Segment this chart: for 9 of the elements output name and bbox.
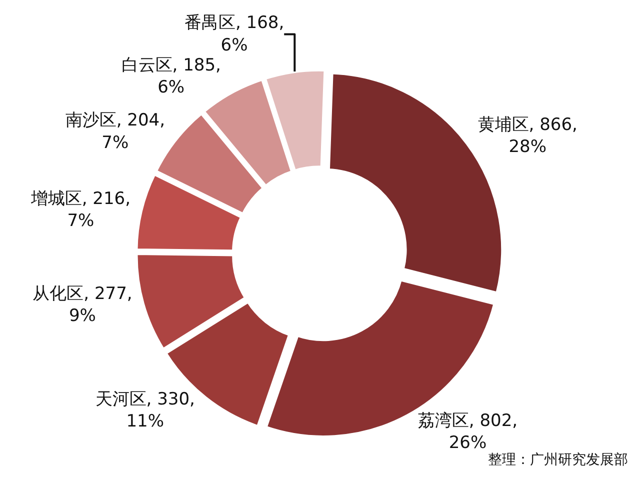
slice-label: 番禺区, 168, 6%: [184, 13, 284, 56]
slice-label: 南沙区, 204, 7%: [65, 110, 165, 153]
slice-label: 天河区, 330, 11%: [95, 390, 195, 432]
slice-label: 荔湾区, 802, 26%: [418, 410, 518, 454]
text: 整理：广州研究发展部: [488, 452, 628, 468]
slice-label: 增城区, 216, 7%: [30, 188, 131, 231]
slice-label: 白云区, 185, 6%: [121, 55, 221, 98]
slice-label: 黄埔区, 866, 28%: [478, 114, 578, 157]
slice-label: 从化区, 277, 9%: [32, 284, 132, 326]
